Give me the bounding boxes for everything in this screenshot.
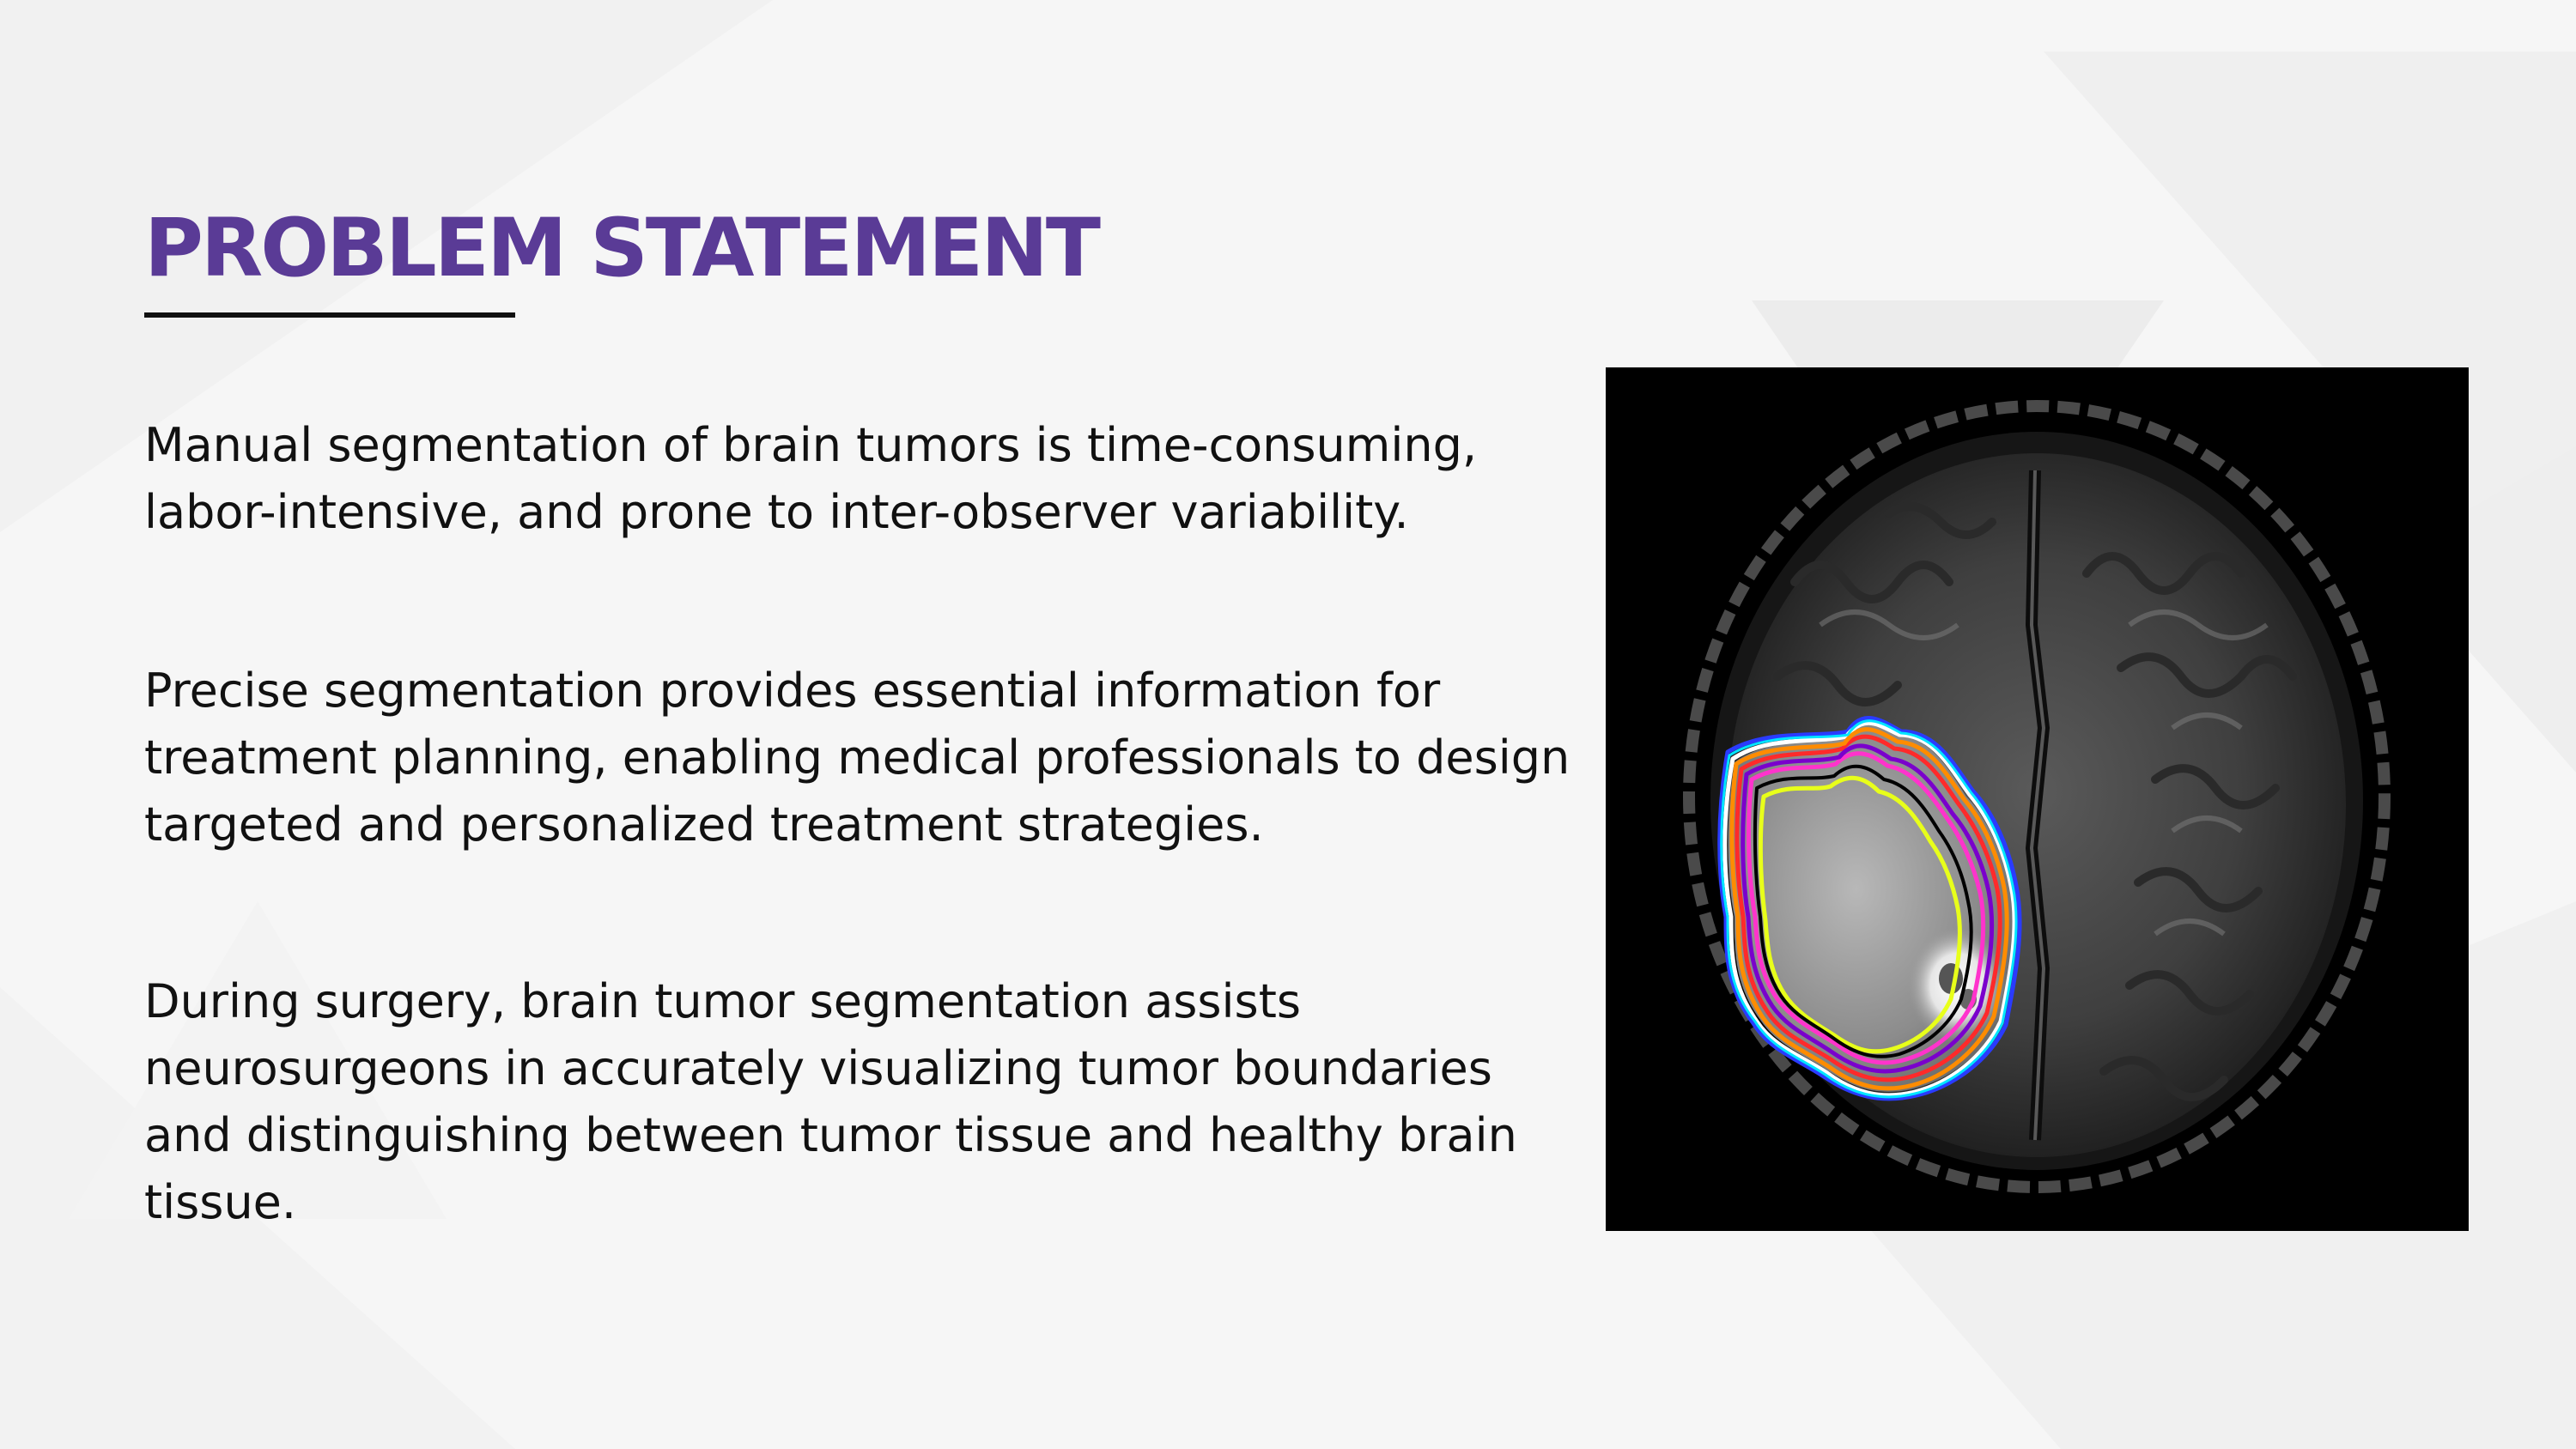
brain-mri-illustration [1606,367,2469,1231]
brain-mri-image [1606,367,2469,1231]
paragraph-precise-segmentation: Precise segmentation provides essential … [144,664,1571,852]
title-underline [144,312,515,318]
page-title: PROBLEM STATEMENT [144,202,1101,295]
paragraph-surgery-segmentation: During surgery, brain tumor segmentation… [144,974,1517,1229]
paragraph-manual-segmentation: Manual segmentation of brain tumors is t… [144,418,1478,539]
